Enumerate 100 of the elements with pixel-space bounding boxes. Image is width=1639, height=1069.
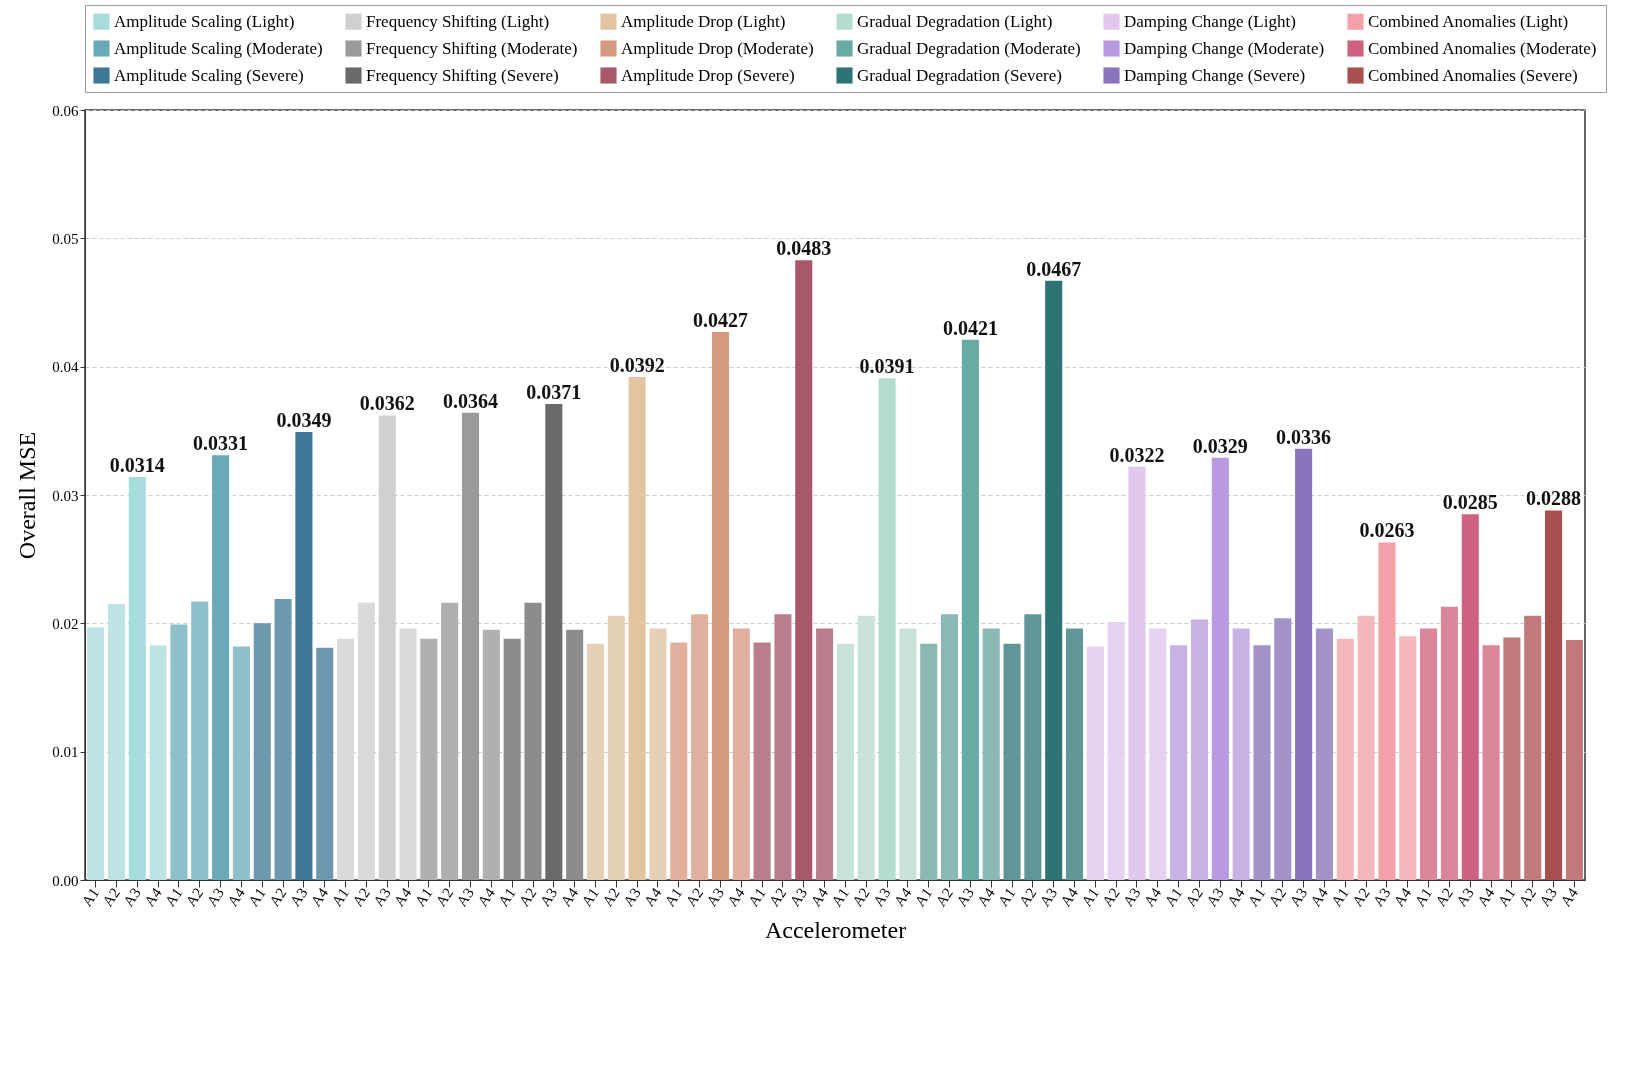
data-label: 0.0329 [1192, 434, 1248, 457]
bar [899, 628, 917, 880]
legend-label: Amplitude Scaling (Light) [114, 11, 295, 31]
bar [711, 332, 729, 880]
bar [1045, 280, 1063, 880]
legend-label: Combined Anomalies (Moderate) [1368, 38, 1597, 58]
legend-label: Frequency Shifting (Moderate) [366, 38, 578, 58]
bar [1565, 640, 1583, 880]
bar [753, 642, 771, 880]
bar [503, 638, 521, 880]
bar [128, 477, 146, 880]
bar [295, 432, 313, 880]
bar [1315, 628, 1333, 880]
bar [274, 598, 292, 880]
bar [253, 623, 271, 880]
bar [1378, 542, 1396, 880]
y-tick-label: 0.06 [52, 102, 79, 119]
bar [1190, 619, 1209, 880]
data-label: 0.0263 [1359, 519, 1415, 542]
bar [1440, 606, 1458, 880]
bar [732, 628, 750, 880]
bar [1357, 615, 1375, 880]
data-label: 0.0362 [359, 392, 415, 415]
bar [545, 403, 563, 880]
data-label: 0.0371 [526, 380, 582, 403]
bar [1295, 448, 1313, 880]
legend-label: Damping Change (Moderate) [1124, 38, 1325, 58]
bar [1482, 645, 1500, 880]
legend-label: Gradual Degradation (Moderate) [857, 38, 1081, 58]
bar [1086, 646, 1104, 880]
data-label: 0.0322 [1109, 443, 1165, 466]
x-tick-label: A3 [120, 884, 144, 910]
bar [482, 629, 500, 880]
legend-label: Combined Anomalies (Severe) [1368, 65, 1578, 85]
bar [441, 602, 459, 880]
bar [607, 615, 625, 880]
bar [1128, 466, 1146, 880]
bar [420, 638, 438, 880]
data-label: 0.0331 [193, 432, 249, 455]
y-tick-label: 0.05 [52, 230, 79, 247]
legend-label: Frequency Shifting (Severe) [366, 65, 559, 85]
y-axis-title: Overall MSE [14, 431, 41, 560]
data-label: 0.0336 [1276, 425, 1332, 448]
y-tick-label: 0.01 [52, 744, 79, 761]
data-label: 0.0288 [1526, 487, 1582, 510]
legend-label: Damping Change (Light) [1124, 11, 1296, 31]
bar [1211, 457, 1229, 880]
bar [1420, 628, 1438, 880]
data-label: 0.0314 [109, 454, 165, 477]
legend-label: Amplitude Drop (Moderate) [621, 38, 814, 58]
data-label: 0.0349 [276, 409, 332, 432]
data-label: 0.0392 [609, 353, 665, 376]
bar [107, 604, 125, 880]
bar [1024, 614, 1042, 880]
bar [1065, 628, 1084, 880]
bar [1399, 636, 1417, 880]
data-label: 0.0285 [1442, 491, 1498, 514]
legend-label: Gradual Degradation (Light) [857, 11, 1053, 31]
legend-label: Gradual Degradation (Severe) [857, 65, 1062, 85]
bar [1253, 645, 1271, 880]
bar [857, 615, 875, 880]
bar [316, 647, 334, 880]
legend-label: Damping Change (Severe) [1124, 65, 1306, 85]
legend-label: Amplitude Scaling (Moderate) [114, 38, 323, 58]
bar [816, 628, 834, 880]
bar [586, 643, 605, 880]
bar [1461, 514, 1479, 880]
bar [87, 627, 105, 880]
bar [649, 628, 667, 880]
legend-label: Amplitude Scaling (Severe) [114, 65, 304, 85]
bar [357, 602, 375, 880]
bar [1232, 628, 1250, 880]
bar [399, 628, 417, 880]
bar [212, 455, 230, 880]
bar [1149, 628, 1167, 880]
bar [1503, 637, 1521, 880]
data-label: 0.0483 [776, 237, 832, 260]
legend-label: Frequency Shifting (Light) [366, 11, 550, 31]
bar [1274, 618, 1292, 880]
y-tick-label: 0.04 [52, 359, 79, 376]
bar [670, 642, 688, 880]
legend-label: Amplitude Drop (Severe) [621, 65, 795, 85]
data-label: 0.0467 [1026, 257, 1082, 280]
bar [941, 614, 959, 880]
data-label: 0.0364 [443, 389, 499, 412]
bar [774, 614, 792, 880]
bar [982, 628, 1000, 880]
bar [961, 339, 979, 880]
bar [566, 629, 584, 880]
bar [1107, 622, 1125, 880]
y-tick-label: 0.00 [52, 872, 79, 889]
y-tick-label: 0.02 [52, 615, 79, 632]
bar [628, 376, 646, 880]
bar [191, 601, 209, 880]
bar [1524, 615, 1542, 880]
bar [524, 602, 542, 880]
y-tick-label: 0.03 [52, 487, 79, 504]
bar [1170, 645, 1188, 880]
legend-label: Combined Anomalies (Light) [1368, 11, 1569, 31]
bar [1336, 638, 1354, 880]
